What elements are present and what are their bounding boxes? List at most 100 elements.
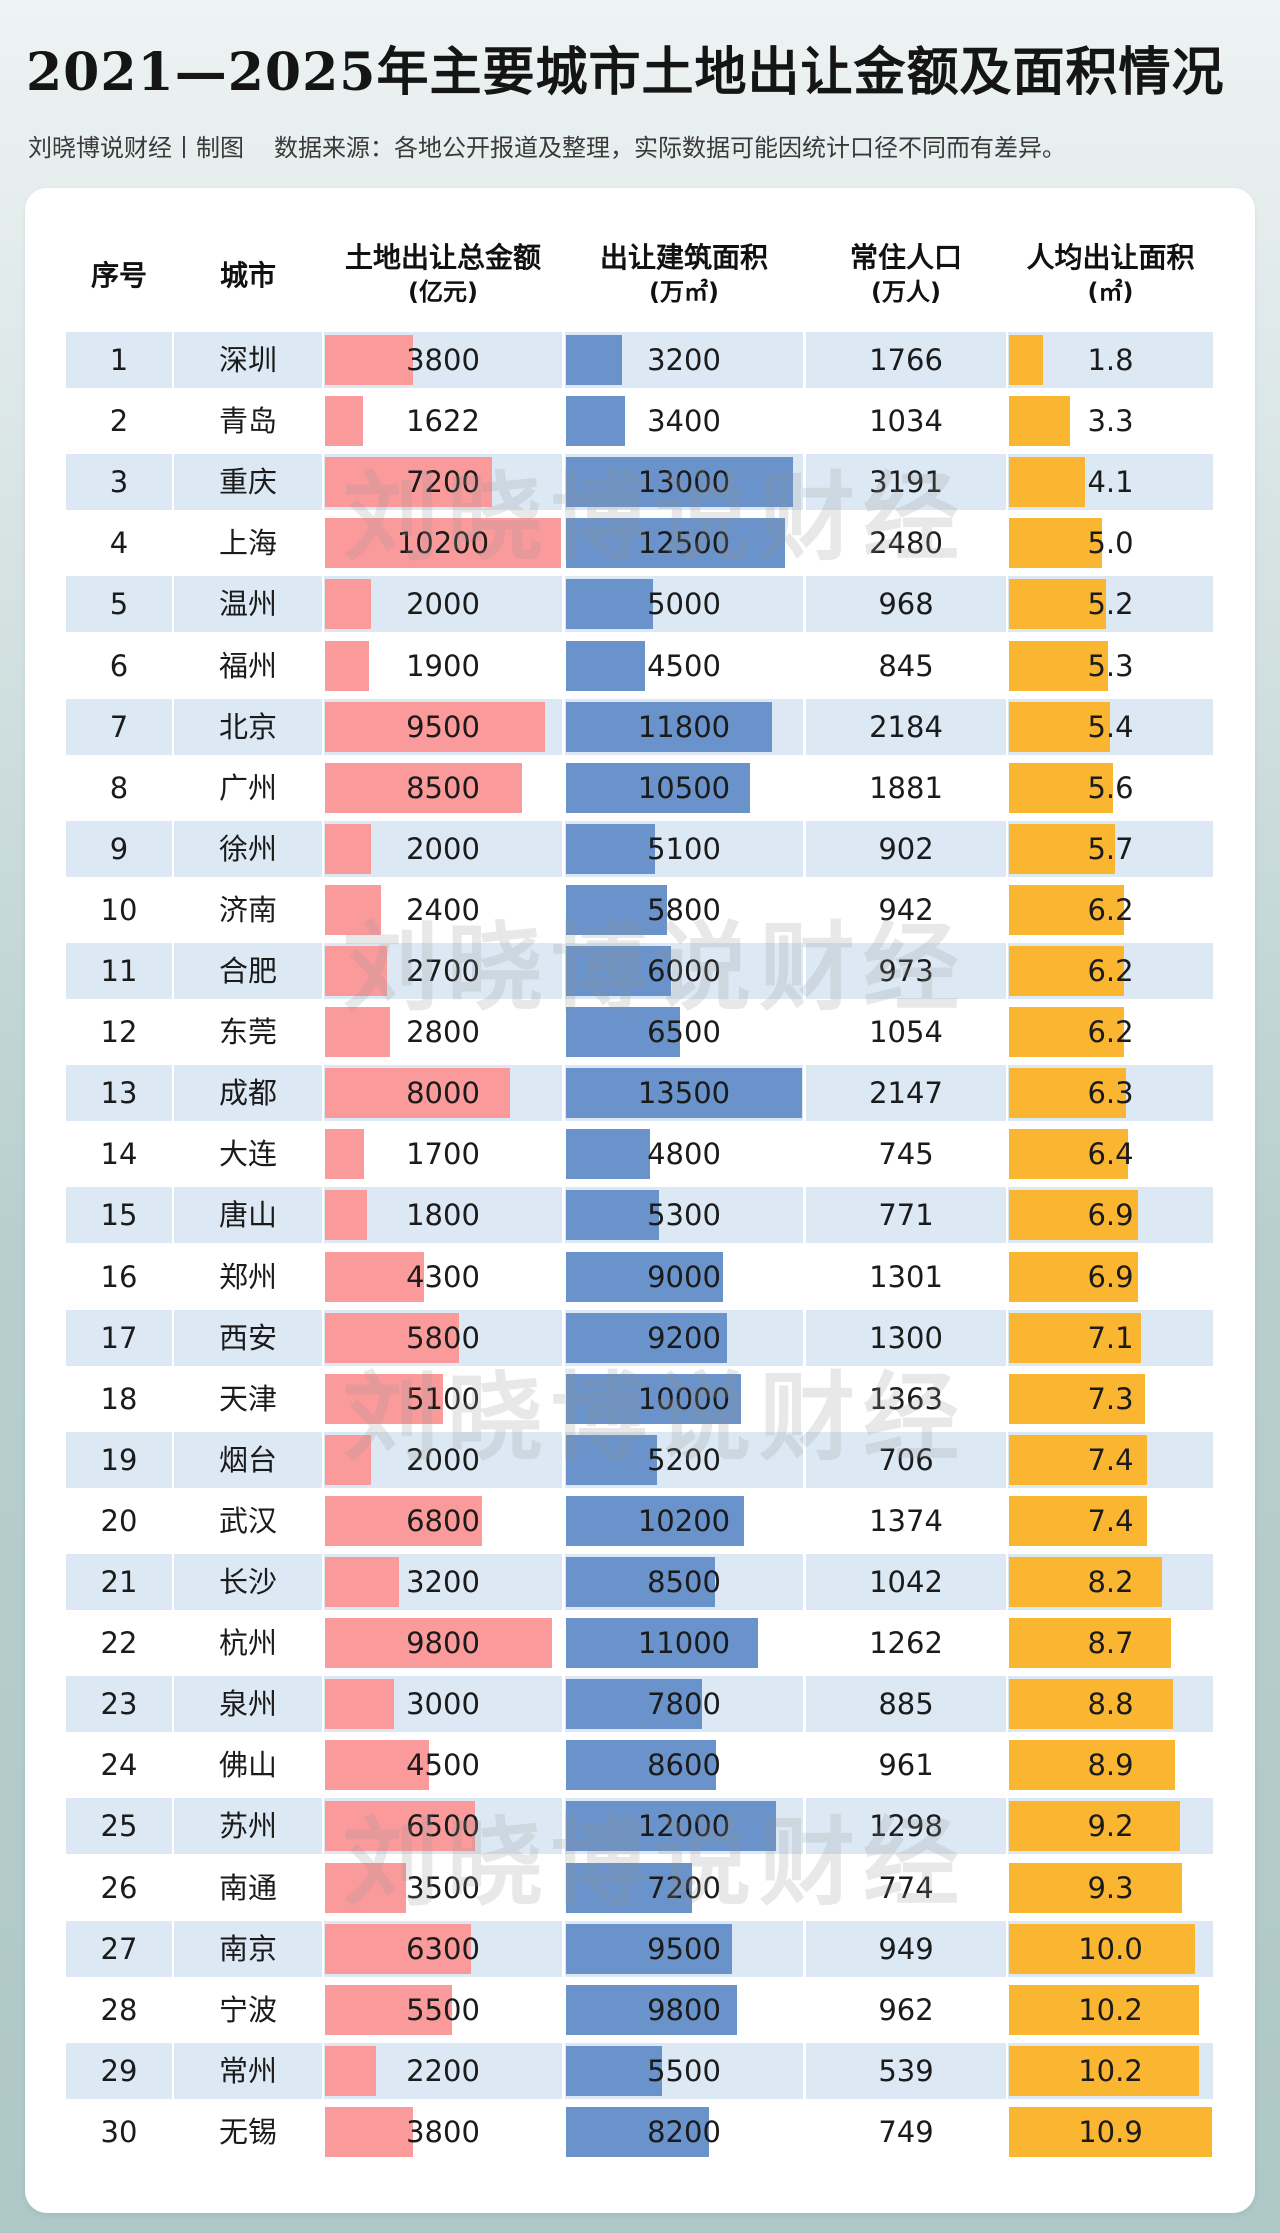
city-cell: 温州 <box>218 587 277 622</box>
population-value: 942 <box>878 892 934 927</box>
cell-background <box>174 1737 322 1794</box>
amount-bar <box>325 518 561 569</box>
table-row: 4 上海 10200 12500 2480 5.0 <box>66 515 1213 572</box>
rank-cell: 1 <box>109 343 129 377</box>
cell-background <box>66 1676 172 1733</box>
amount-value: 3200 <box>406 1565 480 1599</box>
population-value: 961 <box>878 1748 934 1783</box>
cell-background <box>174 1431 322 1488</box>
rank-cell: 19 <box>100 1442 138 1477</box>
cell-background <box>174 1920 322 1977</box>
population-value: 949 <box>878 1931 934 1966</box>
area-bar <box>566 640 645 691</box>
per-capita-value: 10.2 <box>1078 1992 1143 2027</box>
area-value: 5300 <box>647 1198 721 1233</box>
page-title: 2021—2025年主要城市土地出让金额及面积情况 <box>26 42 1225 103</box>
rank-cell: 2 <box>109 404 129 439</box>
amount-bar <box>325 946 388 996</box>
amount-bar <box>325 1007 390 1058</box>
amount-value: 2700 <box>406 954 480 988</box>
amount-bar <box>325 1312 460 1363</box>
amount-bar <box>325 1801 476 1852</box>
amount-value: 5100 <box>406 1381 480 1416</box>
cell-background <box>806 1798 1006 1855</box>
area-value: 5100 <box>647 831 721 866</box>
amount-bar <box>325 1190 367 1241</box>
amount-value: 1900 <box>406 648 480 683</box>
cell-background <box>806 2042 1006 2099</box>
per-capita-value: 1.8 <box>1087 343 1134 377</box>
cell-background <box>66 1126 172 1183</box>
area-bar <box>566 1190 659 1241</box>
city-cell: 天津 <box>218 1381 277 1416</box>
cell-background <box>66 881 172 938</box>
per-capita-value: 5.4 <box>1087 709 1134 744</box>
amount-value: 8500 <box>406 770 480 805</box>
per-capita-value: 7.4 <box>1087 1442 1134 1477</box>
city-cell: 东莞 <box>218 1015 277 1050</box>
area-value: 6500 <box>647 1015 721 1050</box>
table-row: 17 西安 5800 9200 1300 7.1 <box>66 1309 1213 1366</box>
rank-cell: 22 <box>100 1626 138 1661</box>
area-bar <box>566 1679 703 1730</box>
area-value: 9200 <box>647 1320 721 1355</box>
per-capita-value: 6.2 <box>1087 1015 1134 1050</box>
per-capita-value: 8.9 <box>1087 1748 1134 1783</box>
cell-background <box>806 881 1006 938</box>
rank-cell: 9 <box>109 831 129 866</box>
amount-value: 3000 <box>406 1687 480 1722</box>
rank-cell: 27 <box>100 1931 138 1966</box>
rank-cell: 21 <box>100 1565 138 1599</box>
cell-background <box>174 881 322 938</box>
area-bar <box>566 396 626 447</box>
data-source-note: 数据来源：各地公开报道及整理，实际数据可能因统计口径不同而有差异。 <box>274 134 1066 162</box>
area-bar <box>566 1373 741 1424</box>
area-bar <box>566 1862 692 1913</box>
amount-bar <box>325 1373 443 1424</box>
amount-value: 7200 <box>406 465 480 500</box>
city-cell: 宁波 <box>218 1992 277 2027</box>
table-row: 2 青岛 1622 3400 1034 3.3 <box>66 393 1213 450</box>
per-capita-bar <box>1009 1618 1172 1669</box>
cell-background <box>174 1309 322 1366</box>
city-cell: 合肥 <box>218 954 277 988</box>
rank-cell: 28 <box>100 1992 138 2027</box>
cell-background <box>66 1004 172 1061</box>
population-value: 1054 <box>869 1015 943 1050</box>
area-bar <box>566 1801 776 1852</box>
per-capita-value: 7.4 <box>1087 1503 1134 1538</box>
city-cell: 无锡 <box>218 2114 277 2149</box>
col-header-population: 常住人口 (万人) <box>806 240 1006 308</box>
per-capita-bar <box>1009 1740 1175 1791</box>
per-capita-bar <box>1009 396 1071 447</box>
cell-background <box>66 393 172 450</box>
cell-background <box>806 1737 1006 1794</box>
amount-bar <box>325 1740 430 1791</box>
city-cell: 常州 <box>218 2053 277 2088</box>
per-capita-value: 6.3 <box>1087 1076 1134 1111</box>
cell-background <box>806 1065 1006 1122</box>
per-capita-bar <box>1009 762 1114 813</box>
cell-background <box>66 1431 172 1488</box>
per-capita-bar <box>1009 1190 1138 1241</box>
per-capita-value: 6.2 <box>1087 954 1134 988</box>
area-value: 9500 <box>647 1931 721 1966</box>
per-capita-bar <box>1009 1007 1125 1058</box>
cell-background <box>174 454 322 511</box>
city-cell: 武汉 <box>218 1503 277 1538</box>
area-value: 7800 <box>647 1687 721 1722</box>
city-cell: 南京 <box>218 1931 277 1966</box>
rank-cell: 25 <box>100 1809 138 1844</box>
cell-background <box>174 1126 322 1183</box>
area-bar <box>566 762 750 813</box>
area-bar <box>566 1007 680 1058</box>
cell-background <box>66 1554 172 1610</box>
population-value: 2184 <box>869 709 943 744</box>
cell-background <box>806 2103 1006 2160</box>
table-row: 14 大连 1700 4800 745 6.4 <box>66 1126 1213 1183</box>
per-capita-value: 8.8 <box>1087 1687 1134 1722</box>
amount-bar <box>325 1129 365 1180</box>
cell-background <box>806 1859 1006 1916</box>
cell-background <box>806 1187 1006 1244</box>
amount-value: 2000 <box>406 831 480 866</box>
